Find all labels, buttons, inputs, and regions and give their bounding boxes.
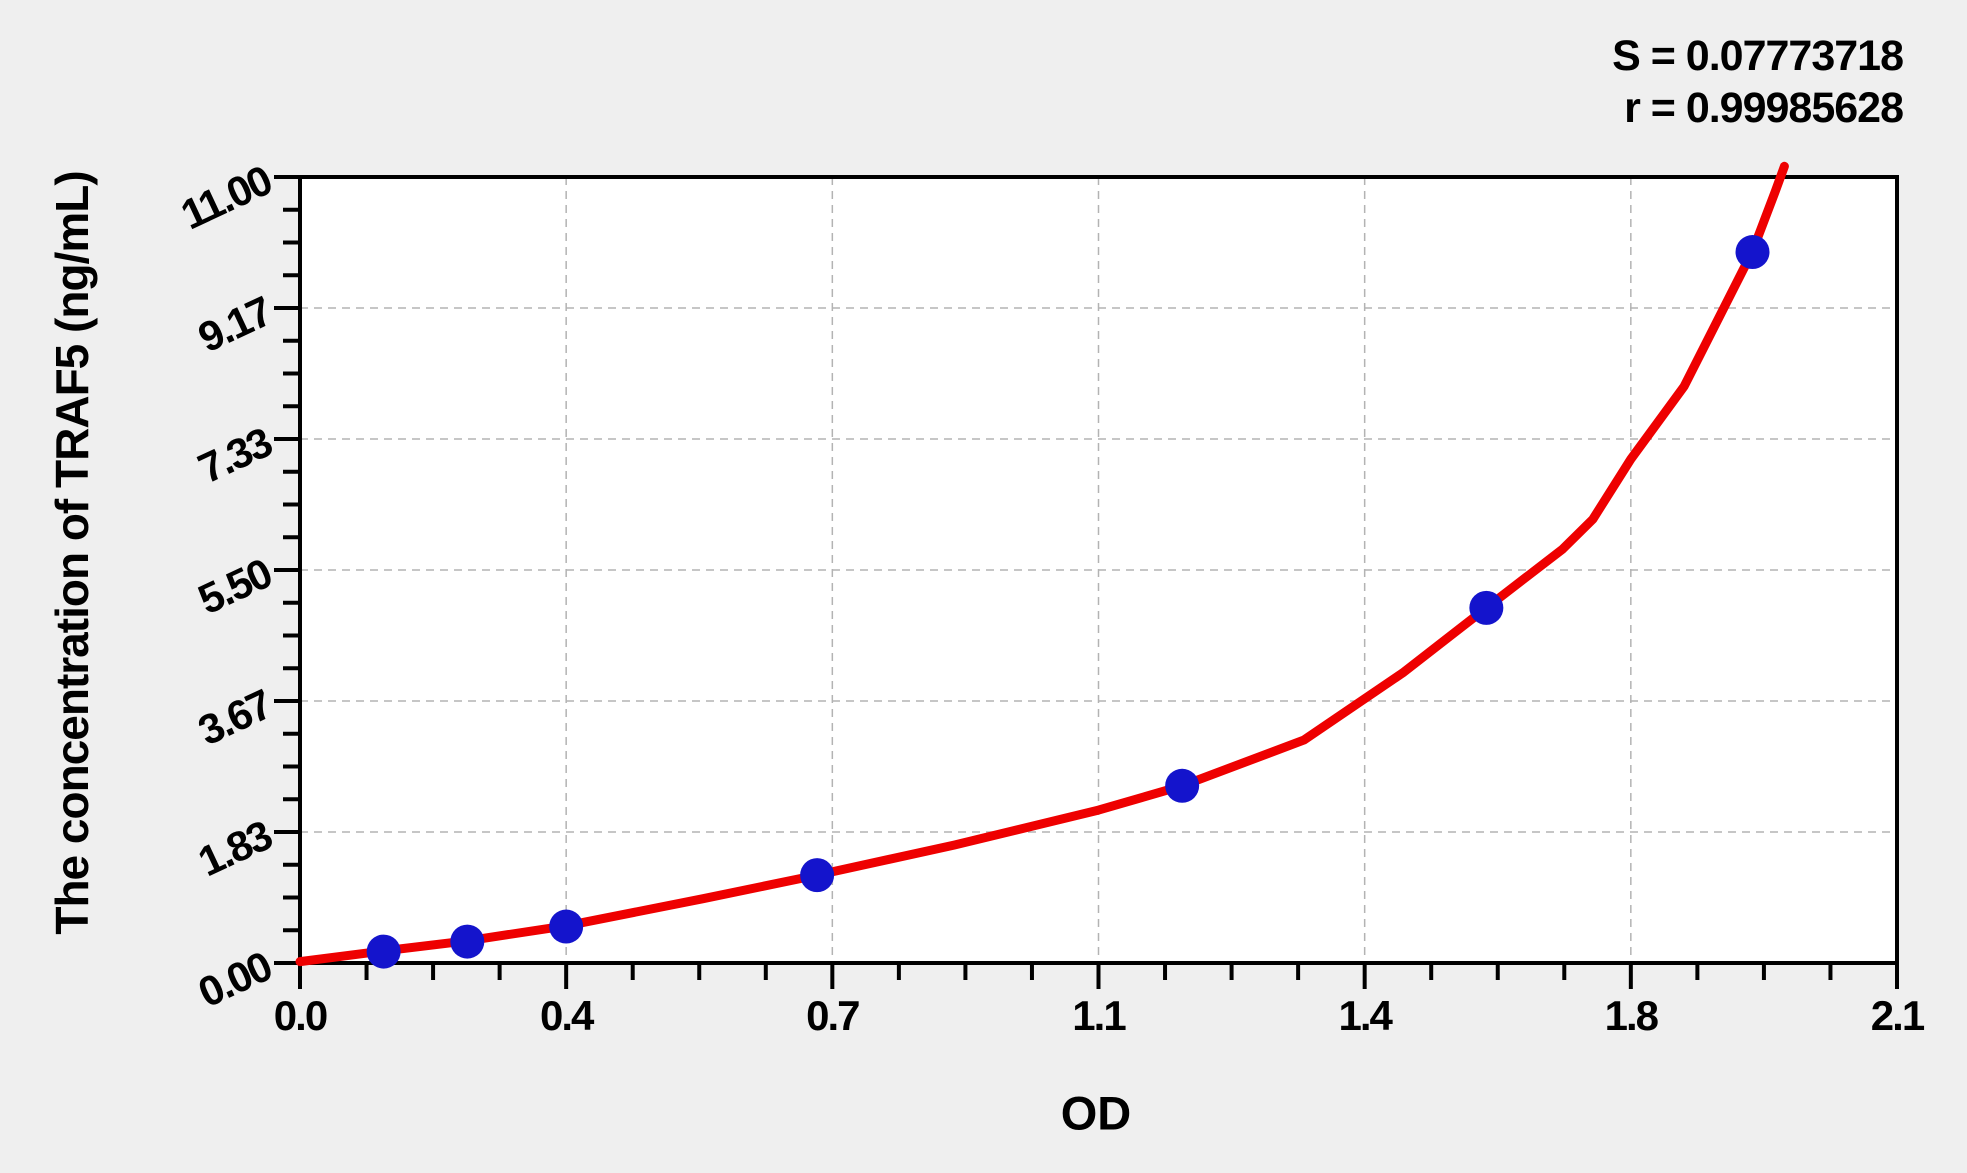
x-tick-label: 1.1 xyxy=(1072,992,1126,1039)
data-point xyxy=(1469,590,1504,625)
x-tick-label: 1.4 xyxy=(1338,992,1393,1039)
stat-s-value: S = 0.07773718 xyxy=(1612,32,1904,80)
data-point xyxy=(1735,235,1770,270)
data-point xyxy=(450,924,485,959)
x-tick-label: 2.1 xyxy=(1871,992,1925,1039)
y-axis-title: The concentration of TRAF5 (ng/mL) xyxy=(46,171,98,935)
stat-r-value: r = 0.99985628 xyxy=(1624,84,1904,132)
data-point xyxy=(549,909,584,944)
x-tick-label: 0.0 xyxy=(274,992,327,1039)
data-point xyxy=(1165,768,1200,803)
y-tick-label: 7.33 xyxy=(191,418,278,492)
data-point xyxy=(800,858,835,893)
x-tick-label: 0.7 xyxy=(806,992,859,1039)
y-tick-label: 3.67 xyxy=(191,680,278,754)
plot-frame xyxy=(298,175,1899,965)
fit-statistics: S = 0.07773718 r = 0.99985628 xyxy=(1612,30,1904,134)
y-tick-label: 1.83 xyxy=(191,811,278,885)
data-point xyxy=(366,934,401,969)
y-tick-label: 5.50 xyxy=(191,549,278,623)
y-tick-label: 11.00 xyxy=(174,156,279,238)
y-tick-label: 9.17 xyxy=(191,287,278,361)
x-tick-label: 1.8 xyxy=(1605,992,1659,1039)
x-tick-label: 0.4 xyxy=(540,992,595,1039)
y-tick-label: 0.00 xyxy=(191,942,278,1016)
x-axis-title: OD xyxy=(1060,1086,1132,1140)
